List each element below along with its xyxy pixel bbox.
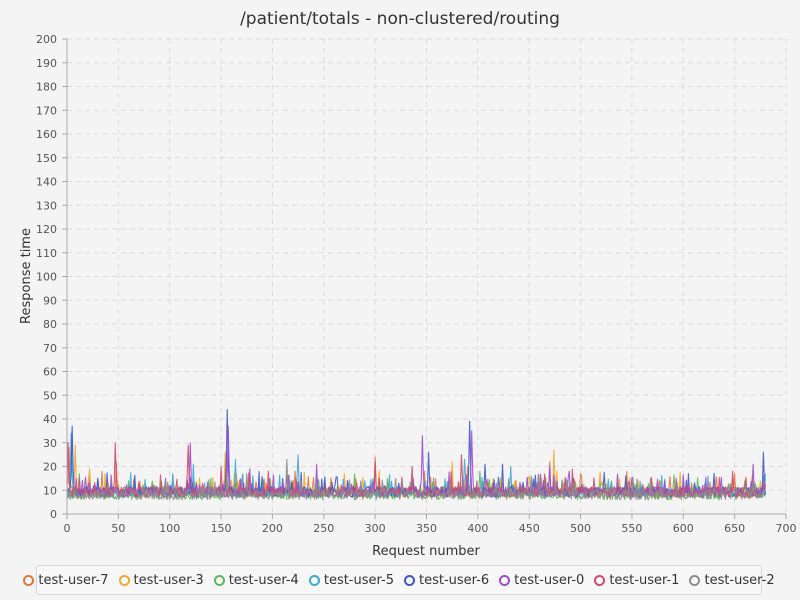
x-axis-ticks: 0 50 100 150 200 250 300 350 400 450 500 550 600 650 7… bbox=[64, 514, 797, 535]
legend-swatch-test-user-7 bbox=[23, 574, 35, 586]
x-tick-label: 350 bbox=[416, 522, 437, 535]
x-tick-label: 200 bbox=[262, 522, 283, 535]
y-tick-label: 10 bbox=[43, 484, 57, 497]
legend-item-test-user-4[interactable]: test-user-4 bbox=[213, 572, 299, 588]
legend-swatch-test-user-4 bbox=[213, 574, 225, 586]
x-tick-label: 550 bbox=[621, 522, 642, 535]
legend-item-test-user-3[interactable]: test-user-3 bbox=[118, 572, 204, 588]
y-tick-label: 0 bbox=[50, 508, 57, 521]
x-tick-label: 300 bbox=[365, 522, 386, 535]
series-line-test-user-0 bbox=[66, 425, 767, 498]
y-tick-label: 110 bbox=[36, 247, 57, 260]
y-tick-label: 150 bbox=[36, 152, 57, 165]
legend-label-test-user-7: test-user-7 bbox=[38, 572, 109, 588]
y-tick-label: 40 bbox=[43, 413, 57, 426]
legend: test-user-7 test-user-3 test-user-4 test-us… bbox=[23, 565, 775, 595]
grid bbox=[67, 38, 787, 514]
series-line-test-user-2 bbox=[66, 458, 766, 501]
y-tick-label: 200 bbox=[36, 33, 57, 46]
y-tick-label: 130 bbox=[36, 199, 57, 212]
legend-label-test-user-5: test-user-5 bbox=[323, 572, 394, 588]
x-axis-title: Request number bbox=[372, 544, 480, 559]
series-line-test-user-1 bbox=[66, 442, 767, 498]
y-tick-label: 20 bbox=[43, 461, 57, 474]
y-tick-label: 190 bbox=[36, 57, 57, 70]
y-tick-label: 70 bbox=[43, 342, 57, 355]
legend-item-test-user-6[interactable]: test-user-6 bbox=[404, 573, 489, 588]
y-tick-label: 50 bbox=[43, 389, 57, 402]
x-tick-label: 700 bbox=[776, 522, 797, 535]
y-tick-label: 160 bbox=[36, 128, 57, 141]
legend-label-test-user-4: test-user-4 bbox=[228, 572, 299, 588]
y-tick-label: 80 bbox=[43, 318, 57, 331]
legend-swatch-test-user-5 bbox=[308, 574, 320, 586]
legend-label-test-user-1: test-user-1 bbox=[609, 572, 680, 588]
y-tick-label: 60 bbox=[43, 366, 57, 379]
legend-item-test-user-2[interactable]: test-user-2 bbox=[689, 572, 775, 588]
legend-swatch-test-user-0 bbox=[499, 574, 511, 586]
y-tick-label: 140 bbox=[36, 176, 57, 189]
x-tick-label: 150 bbox=[211, 522, 232, 535]
y-tick-label: 90 bbox=[43, 294, 57, 307]
x-tick-label: 600 bbox=[673, 522, 694, 535]
x-tick-label: 0 bbox=[64, 522, 71, 535]
x-tick-label: 450 bbox=[519, 522, 540, 535]
y-axis-title: Response time bbox=[19, 228, 34, 324]
x-tick-label: 500 bbox=[570, 522, 591, 535]
x-tick-label: 250 bbox=[313, 522, 334, 535]
legend-swatch-test-user-2 bbox=[689, 574, 701, 586]
legend-item-test-user-0[interactable]: test-user-0 bbox=[499, 573, 584, 588]
legend-label-test-user-2: test-user-2 bbox=[704, 572, 775, 588]
x-tick-label: 100 bbox=[159, 522, 180, 535]
chart: 0 50 100 150 200 250 300 350 400 450 500 550 600 650 7… bbox=[19, 9, 797, 559]
x-tick-label: 50 bbox=[111, 522, 125, 535]
x-tick-label: 400 bbox=[467, 522, 488, 535]
legend-label-test-user-3: test-user-3 bbox=[133, 572, 204, 588]
legend-item-test-user-5[interactable]: test-user-5 bbox=[308, 572, 394, 588]
y-tick-label: 30 bbox=[43, 437, 57, 450]
x-tick-label: 650 bbox=[724, 522, 745, 535]
y-tick-label: 170 bbox=[36, 104, 57, 117]
legend-swatch-test-user-1 bbox=[594, 574, 606, 586]
legend-label-test-user-0: test-user-0 bbox=[514, 572, 585, 588]
legend-label-test-user-6: test-user-6 bbox=[419, 572, 490, 588]
legend-item-test-user-1[interactable]: test-user-1 bbox=[594, 573, 679, 588]
y-tick-label: 120 bbox=[36, 223, 57, 236]
y-tick-label: 100 bbox=[36, 271, 57, 284]
y-axis-ticks: 0 10 20 30 40 50 60 70 80 90 100 110 120 130 140 150 160… bbox=[36, 33, 67, 521]
legend-swatch-test-user-3 bbox=[118, 574, 130, 586]
y-tick-label: 180 bbox=[36, 81, 57, 94]
legend-item-test-user-7[interactable]: test-user-7 bbox=[23, 572, 109, 588]
chart-title: /patient/totals - non-clustered/routing bbox=[240, 9, 560, 29]
series-layer bbox=[66, 408, 767, 501]
legend-swatch-test-user-6 bbox=[404, 574, 415, 586]
